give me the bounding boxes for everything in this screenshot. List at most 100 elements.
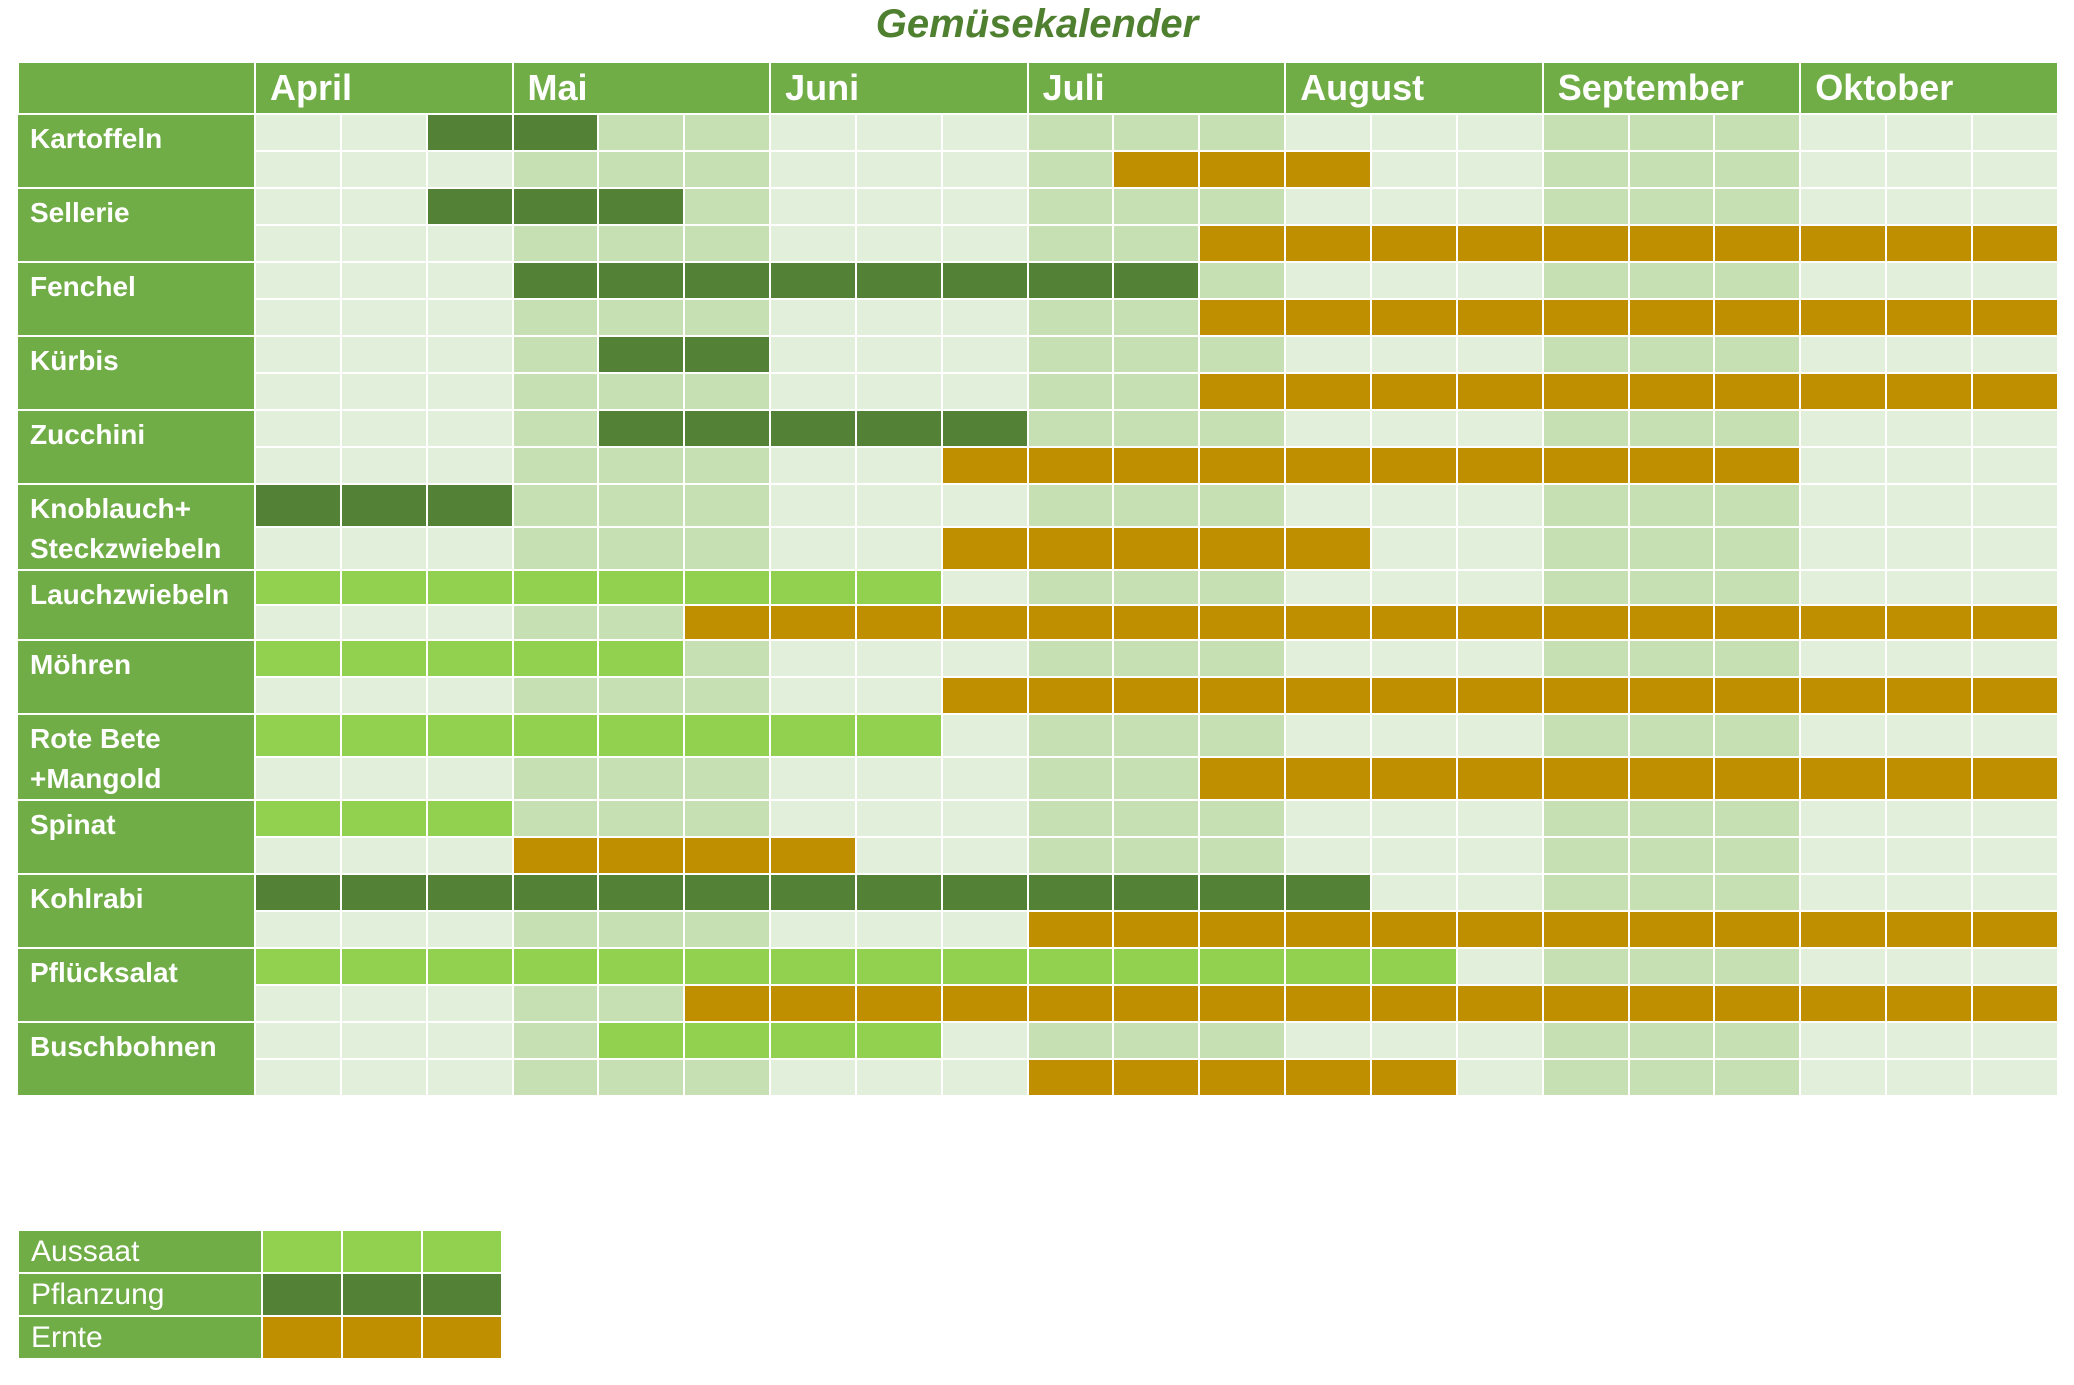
pflanzung-cell — [425, 187, 514, 226]
pflanzung-cell — [1112, 873, 1201, 912]
empty-cell — [1112, 298, 1201, 337]
empty-cell — [1370, 526, 1458, 571]
month-header: Juni — [769, 61, 1029, 115]
empty-cell — [1284, 569, 1373, 606]
ernte-cell — [940, 604, 1029, 641]
empty-cell — [683, 526, 772, 571]
empty-cell — [940, 150, 1029, 189]
empty-cell — [1370, 187, 1458, 226]
table-row: Buschbohnen — [18, 1021, 2059, 1097]
pflanzung-cell — [683, 335, 772, 374]
aussaat-cell — [425, 639, 514, 678]
empty-cell — [1713, 113, 1802, 152]
empty-cell — [1541, 836, 1630, 875]
ernte-cell — [1799, 298, 1888, 337]
empty-cell — [1799, 713, 1888, 758]
aussaat-cell — [1112, 947, 1201, 986]
aussaat-cell — [1284, 947, 1373, 986]
empty-cell — [1112, 569, 1201, 606]
empty-cell — [854, 483, 943, 528]
ernte-cell — [1885, 756, 1973, 801]
empty-cell — [1026, 836, 1115, 875]
empty-cell — [1198, 836, 1287, 875]
ernte-cell — [940, 984, 1029, 1023]
empty-cell — [940, 836, 1029, 875]
aussaat-cell — [511, 713, 600, 758]
ernte-cell — [1970, 372, 2059, 411]
empty-cell — [1455, 483, 1544, 528]
empty-cell — [1970, 1058, 2059, 1097]
empty-cell — [940, 910, 1029, 949]
empty-cell — [1627, 335, 1716, 374]
empty-cell — [1198, 335, 1287, 374]
legend-swatch — [261, 1272, 343, 1317]
empty-cell — [769, 335, 857, 374]
empty-cell — [1112, 836, 1201, 875]
empty-cell — [1284, 113, 1373, 152]
empty-cell — [854, 836, 943, 875]
ernte-cell — [1198, 1058, 1287, 1097]
empty-cell — [1198, 187, 1287, 226]
empty-cell — [254, 526, 342, 571]
empty-cell — [1541, 873, 1630, 912]
aussaat-cell — [940, 947, 1029, 986]
empty-cell — [1970, 836, 2059, 875]
empty-cell — [769, 224, 857, 263]
ernte-cell — [940, 676, 1029, 715]
empty-cell — [1112, 639, 1201, 678]
empty-cell — [254, 756, 342, 801]
empty-cell — [854, 446, 943, 485]
empty-cell — [1627, 639, 1716, 678]
empty-cell — [854, 526, 943, 571]
empty-cell — [1455, 639, 1544, 678]
table-row — [18, 836, 2059, 875]
pflanzung-cell — [1198, 873, 1287, 912]
pflanzung-cell — [854, 261, 943, 300]
empty-cell — [854, 224, 943, 263]
month-header: April — [254, 61, 514, 115]
legend-item: Aussaat — [17, 1229, 503, 1274]
empty-cell — [1541, 569, 1630, 606]
aussaat-cell — [683, 1021, 772, 1060]
empty-cell — [683, 298, 772, 337]
empty-cell — [1541, 639, 1630, 678]
empty-cell — [1970, 261, 2059, 300]
vegetable-label: Rote Bete +Mangold — [18, 713, 255, 801]
empty-cell — [1799, 799, 1888, 838]
pflanzung-cell — [597, 187, 686, 226]
table-row: Pflücksalat — [18, 947, 2059, 1023]
aussaat-cell — [597, 947, 686, 986]
empty-cell — [1370, 261, 1458, 300]
empty-cell — [1455, 335, 1544, 374]
ernte-cell — [1541, 372, 1630, 411]
empty-cell — [1627, 1021, 1716, 1060]
empty-cell — [511, 1058, 600, 1097]
empty-cell — [425, 756, 514, 801]
empty-cell — [1799, 639, 1888, 678]
ernte-cell — [769, 984, 857, 1023]
empty-cell — [1970, 409, 2059, 448]
empty-cell — [425, 261, 514, 300]
table-row: Kürbis — [18, 335, 2059, 411]
ernte-cell — [1370, 604, 1458, 641]
ernte-cell — [1455, 756, 1544, 801]
aussaat-cell — [254, 569, 342, 606]
ernte-cell — [1799, 756, 1888, 801]
aussaat-cell — [683, 947, 772, 986]
empty-cell — [511, 756, 600, 801]
empty-cell — [254, 604, 342, 641]
empty-cell — [1627, 409, 1716, 448]
empty-cell — [1026, 483, 1115, 528]
empty-cell — [1627, 113, 1716, 152]
empty-cell — [511, 483, 600, 528]
ernte-cell — [1284, 1058, 1373, 1097]
table-row: Fenchel — [18, 261, 2059, 337]
empty-cell — [1885, 639, 1973, 678]
aussaat-cell — [1370, 947, 1458, 986]
pflanzung-cell — [339, 483, 428, 528]
month-header: August — [1284, 61, 1544, 115]
empty-cell — [1026, 409, 1115, 448]
header-corner — [17, 61, 256, 115]
aussaat-cell — [339, 639, 428, 678]
empty-cell — [339, 298, 428, 337]
